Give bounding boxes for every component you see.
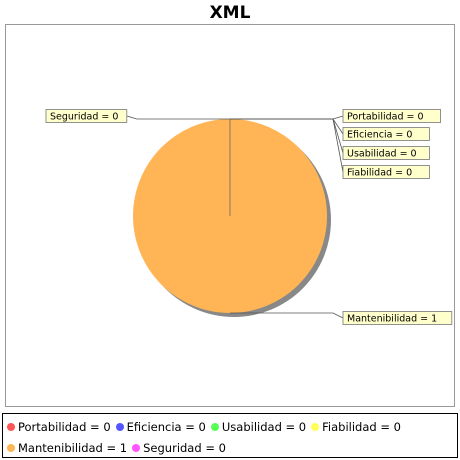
legend-swatch <box>311 423 320 431</box>
chart-title: XML <box>209 3 251 23</box>
legend-swatch <box>210 423 219 431</box>
slice-label-mantenibilidad: Mantenibilidad = 1 <box>230 311 453 325</box>
legend-label: Eficiencia = 0 <box>126 420 206 434</box>
legend-swatch <box>115 423 124 431</box>
legend: Portabilidad = 0 Eficiencia = 0 Usabilidad… <box>2 413 458 458</box>
legend-label: Seguridad = 0 <box>143 441 226 455</box>
svg-text:Portabilidad = 0: Portabilidad = 0 <box>347 112 424 123</box>
slice-label-portabilidad: Portabilidad = 0 <box>230 109 441 123</box>
legend-item-fiabilidad: Fiabilidad = 0 <box>311 417 401 438</box>
pie-chart: Portabilidad = 0 Eficiencia = 0 Usabilidad… <box>45 109 453 325</box>
svg-text:Mantenibilidad = 1: Mantenibilidad = 1 <box>347 314 437 325</box>
legend-label: Fiabilidad = 0 <box>322 420 401 434</box>
svg-text:Eficiencia = 0: Eficiencia = 0 <box>347 130 412 141</box>
legend-item-eficiencia: Eficiencia = 0 <box>115 417 206 438</box>
legend-item-usabilidad: Usabilidad = 0 <box>210 417 307 438</box>
slice-label-seguridad: Seguridad = 0 <box>45 109 230 123</box>
slice-label-fiabilidad: Fiabilidad = 0 <box>230 118 430 179</box>
legend-swatch <box>7 444 15 452</box>
legend-label: Mantenibilidad = 1 <box>18 441 128 455</box>
svg-text:Usabilidad = 0: Usabilidad = 0 <box>347 149 417 160</box>
legend-item-mantenibilidad: Mantenibilidad = 1 <box>7 438 127 459</box>
legend-item-seguridad: Seguridad = 0 <box>132 438 226 459</box>
svg-text:Fiabilidad = 0: Fiabilidad = 0 <box>347 168 412 179</box>
legend-swatch <box>132 444 141 452</box>
legend-swatch <box>7 423 15 431</box>
legend-item-portabilidad: Portabilidad = 0 <box>7 417 111 438</box>
svg-text:Seguridad = 0: Seguridad = 0 <box>50 112 118 123</box>
legend-label: Portabilidad = 0 <box>18 420 111 434</box>
legend-label: Usabilidad = 0 <box>221 420 307 434</box>
